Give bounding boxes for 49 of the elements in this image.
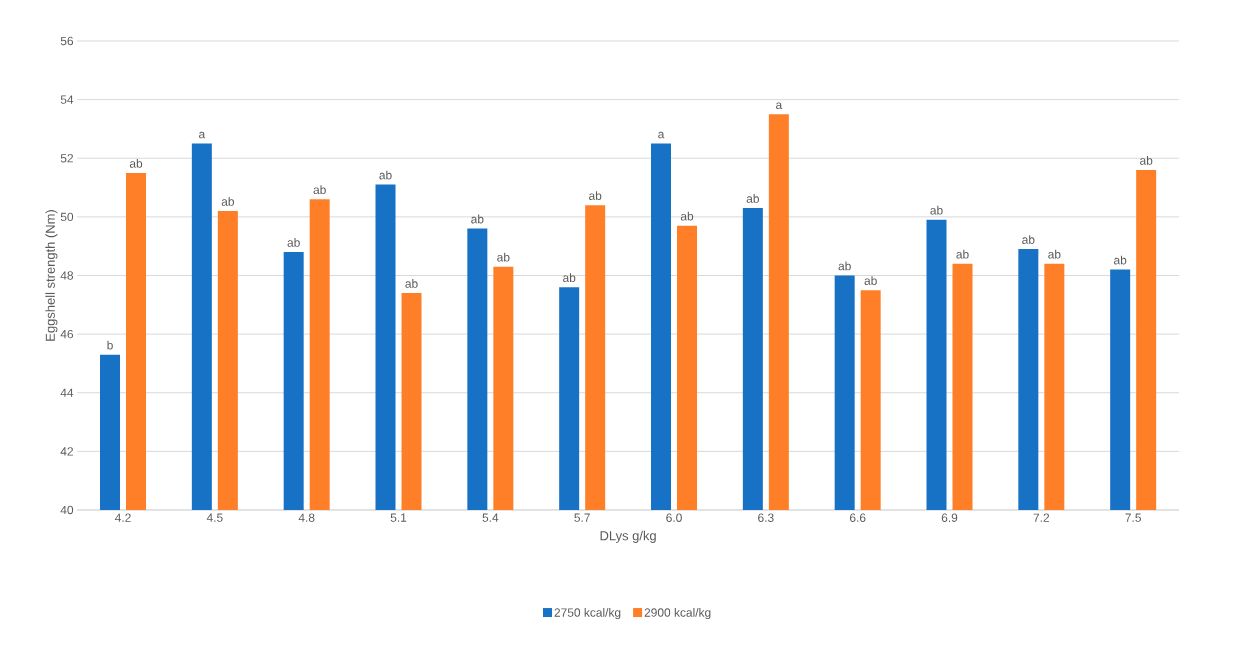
y-tick-label: 52 xyxy=(60,154,73,163)
annotation: ab xyxy=(313,185,326,195)
y-tick-label: 56 xyxy=(60,36,74,46)
y-tick-label: 48 xyxy=(60,271,74,280)
legend-label: 2750 kcal/kg xyxy=(554,607,621,620)
annotation: ab xyxy=(956,249,969,259)
annotation: ab xyxy=(864,276,877,285)
annotation: ab xyxy=(563,273,576,282)
x-tick-label: 4.8 xyxy=(298,513,315,522)
x-tick-label: 6.3 xyxy=(758,513,774,522)
annotation: ab xyxy=(129,158,143,168)
annotation: ab xyxy=(471,214,484,224)
annotation: ab xyxy=(746,194,759,203)
y-tick-label: 42 xyxy=(60,447,73,456)
x-tick-label: 4.5 xyxy=(206,513,223,522)
annotation: a xyxy=(199,131,206,139)
x-axis-title: DLys g/kg xyxy=(600,530,656,543)
y-tick-label: 44 xyxy=(60,388,74,397)
annotation: a xyxy=(776,102,783,110)
x-tick-label: 4.2 xyxy=(114,513,131,522)
annotation: b xyxy=(107,340,113,350)
x-tick-label: 6.0 xyxy=(666,513,682,522)
annotation: ab xyxy=(1140,155,1153,165)
y-tick-label: 54 xyxy=(60,95,74,104)
annotation: ab xyxy=(497,252,510,262)
x-tick-label: 6.9 xyxy=(941,513,958,522)
x-tick-label: 5.1 xyxy=(390,513,407,522)
annotation: ab xyxy=(221,197,234,206)
annotation: ab xyxy=(405,279,418,288)
annotation: ab xyxy=(1114,255,1127,265)
legend-label: 2900 kcal/kg xyxy=(644,607,711,620)
x-tick-label: 5.4 xyxy=(482,513,499,522)
y-tick-label: 50 xyxy=(60,212,74,222)
x-tick-label: 7.2 xyxy=(1033,513,1050,522)
y-tick-label: 40 xyxy=(60,505,74,515)
y-axis-title: Eggshell strength (Nm) xyxy=(45,210,58,341)
annotation: ab xyxy=(287,238,300,247)
annotation: a xyxy=(658,131,665,139)
annotation: ab xyxy=(1022,235,1035,244)
annotation: ab xyxy=(379,170,392,180)
annotation: ab xyxy=(1048,249,1061,259)
y-tick-label: 46 xyxy=(60,329,74,339)
x-tick-label: 7.5 xyxy=(1125,513,1141,522)
annotation: ab xyxy=(838,261,851,271)
x-tick-label: 5.7 xyxy=(574,513,590,522)
x-tick-label: 6.6 xyxy=(849,513,866,522)
annotation: ab xyxy=(680,211,694,221)
annotation: ab xyxy=(589,191,602,200)
annotation: ab xyxy=(930,205,943,215)
